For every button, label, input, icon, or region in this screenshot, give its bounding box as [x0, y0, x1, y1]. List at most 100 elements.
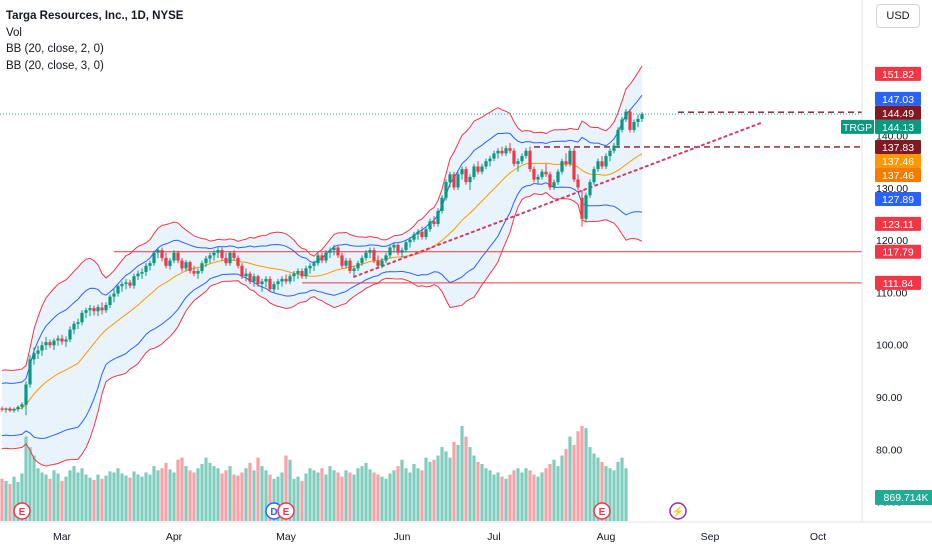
- candle[interactable]: [592, 169, 596, 183]
- candle[interactable]: [576, 179, 580, 188]
- volume-bar[interactable]: [280, 472, 284, 521]
- candle[interactable]: [300, 271, 304, 277]
- candle[interactable]: [368, 250, 372, 253]
- candle[interactable]: [456, 174, 460, 188]
- candle[interactable]: [392, 244, 396, 248]
- candle[interactable]: [436, 210, 440, 224]
- candle[interactable]: [172, 252, 176, 261]
- candle[interactable]: [244, 273, 248, 277]
- candle[interactable]: [136, 273, 140, 277]
- legend-volume[interactable]: Vol: [6, 26, 22, 39]
- candle[interactable]: [388, 247, 392, 256]
- candle[interactable]: [524, 150, 528, 157]
- candle[interactable]: [520, 156, 524, 162]
- candle[interactable]: [400, 250, 404, 253]
- candle[interactable]: [108, 296, 112, 305]
- candle[interactable]: [600, 161, 604, 167]
- candle[interactable]: [504, 148, 508, 154]
- candle[interactable]: [408, 239, 412, 243]
- volume-bar[interactable]: [208, 462, 212, 521]
- candle[interactable]: [396, 244, 400, 253]
- volume-bar[interactable]: [600, 461, 604, 521]
- volume-bar[interactable]: [568, 436, 572, 521]
- price-label-box[interactable]: [875, 167, 921, 182]
- volume-bar[interactable]: [72, 466, 76, 521]
- candle[interactable]: [352, 268, 356, 272]
- candle[interactable]: [20, 404, 24, 407]
- volume-bar[interactable]: [260, 466, 264, 521]
- volume-bar[interactable]: [240, 472, 244, 521]
- candle[interactable]: [412, 234, 416, 240]
- candle[interactable]: [196, 271, 200, 274]
- volume-bar[interactable]: [472, 455, 476, 521]
- volume-bar[interactable]: [52, 470, 56, 521]
- volume-bar[interactable]: [48, 478, 52, 521]
- volume-bar[interactable]: [276, 476, 280, 521]
- candle[interactable]: [204, 258, 208, 264]
- candle[interactable]: [224, 257, 228, 264]
- volume-bar[interactable]: [616, 461, 620, 521]
- volume-bar[interactable]: [624, 468, 628, 521]
- volume-bar[interactable]: [416, 468, 420, 521]
- candle[interactable]: [292, 273, 296, 277]
- candle[interactable]: [532, 169, 536, 180]
- volume-bar[interactable]: [580, 426, 584, 521]
- volume-bar[interactable]: [392, 470, 396, 521]
- candle[interactable]: [240, 265, 244, 277]
- candle[interactable]: [308, 265, 312, 269]
- volume-bar[interactable]: [284, 455, 288, 521]
- candle[interactable]: [176, 252, 180, 261]
- volume-bar[interactable]: [140, 476, 144, 521]
- candle[interactable]: [540, 171, 544, 177]
- candle[interactable]: [268, 278, 272, 290]
- candle[interactable]: [288, 276, 292, 282]
- volume-bar[interactable]: [584, 428, 588, 521]
- volume-bar[interactable]: [576, 431, 580, 521]
- candle[interactable]: [424, 229, 428, 238]
- candle[interactable]: [364, 252, 368, 258]
- volume-bar[interactable]: [24, 436, 28, 521]
- volume-bar[interactable]: [152, 466, 156, 521]
- candle[interactable]: [180, 260, 184, 269]
- candle[interactable]: [304, 268, 308, 277]
- candle[interactable]: [144, 265, 148, 273]
- candle[interactable]: [236, 257, 240, 266]
- candle[interactable]: [544, 171, 548, 175]
- volume-bar[interactable]: [100, 478, 104, 521]
- volume-bar[interactable]: [592, 453, 596, 521]
- volume-bar[interactable]: [352, 474, 356, 521]
- volume-bar[interactable]: [516, 468, 520, 521]
- candle[interactable]: [100, 307, 104, 311]
- volume-bar[interactable]: [196, 468, 200, 521]
- volume-bar[interactable]: [328, 466, 332, 521]
- volume-bar[interactable]: [296, 476, 300, 521]
- candle[interactable]: [380, 260, 384, 266]
- candle[interactable]: [492, 153, 496, 159]
- candle[interactable]: [40, 345, 44, 351]
- candle[interactable]: [232, 252, 236, 258]
- candle[interactable]: [12, 409, 16, 411]
- candle[interactable]: [548, 174, 552, 188]
- candle[interactable]: [28, 359, 32, 385]
- volume-bar[interactable]: [460, 426, 464, 521]
- candle[interactable]: [556, 171, 560, 183]
- volume-bar[interactable]: [172, 472, 176, 521]
- volume-bar[interactable]: [376, 474, 380, 521]
- candle[interactable]: [420, 231, 424, 238]
- volume-bar[interactable]: [232, 474, 236, 521]
- candle[interactable]: [156, 250, 160, 253]
- candle[interactable]: [128, 282, 132, 286]
- candle[interactable]: [628, 111, 632, 130]
- candle[interactable]: [528, 150, 532, 170]
- volume-bar[interactable]: [220, 473, 224, 522]
- volume-bar[interactable]: [168, 469, 172, 521]
- candle[interactable]: [472, 166, 476, 177]
- candle[interactable]: [284, 278, 288, 282]
- volume-bar[interactable]: [84, 474, 88, 521]
- volume-bar[interactable]: [464, 436, 468, 521]
- volume-bar[interactable]: [292, 478, 296, 521]
- candle[interactable]: [48, 342, 52, 346]
- candle[interactable]: [608, 150, 612, 157]
- volume-bar[interactable]: [28, 447, 32, 521]
- candle[interactable]: [24, 384, 28, 405]
